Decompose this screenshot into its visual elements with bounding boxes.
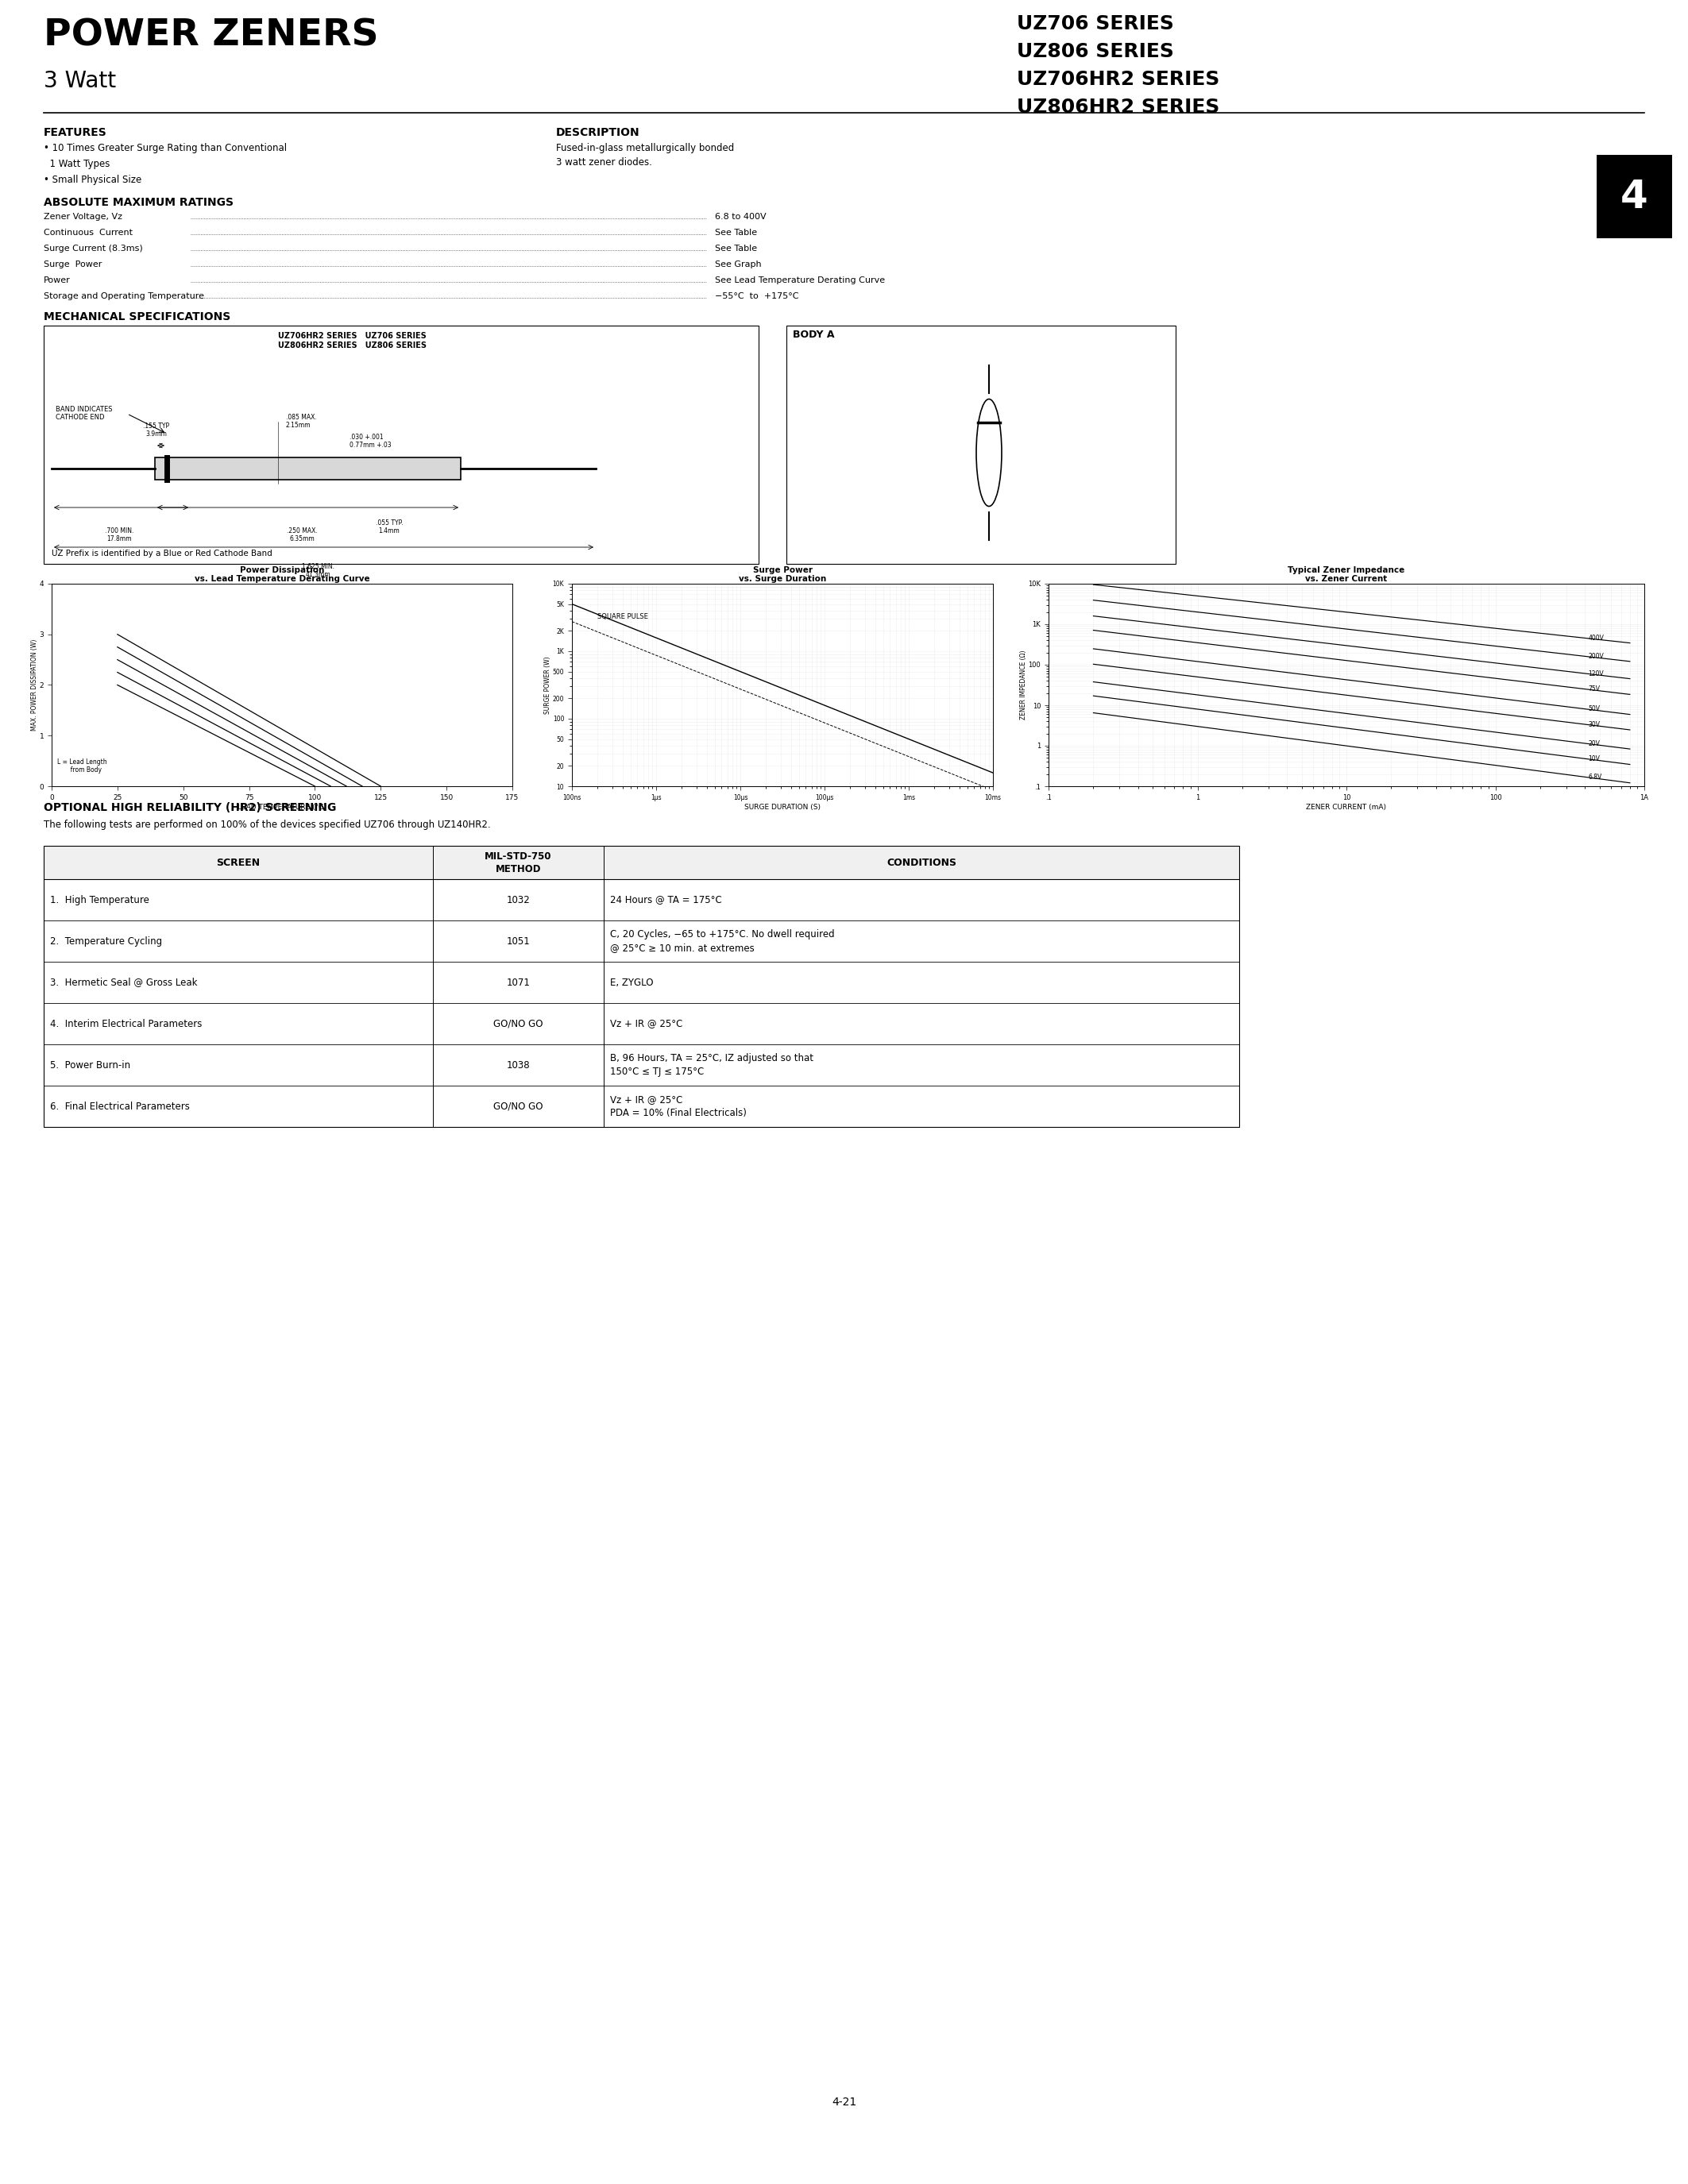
Bar — [1597, 155, 1673, 238]
X-axis label: LEAD TEMPERATURE (°C): LEAD TEMPERATURE (°C) — [238, 804, 326, 810]
Text: 30V: 30V — [1588, 721, 1600, 727]
Title: Typical Zener Impedance
vs. Zener Current: Typical Zener Impedance vs. Zener Curren… — [1288, 566, 1404, 583]
Text: 3.  Hermetic Seal @ Gross Leak: 3. Hermetic Seal @ Gross Leak — [51, 976, 197, 987]
Text: See Table: See Table — [716, 245, 758, 253]
Text: See Graph: See Graph — [716, 260, 761, 269]
Text: Zener Voltage, Vz: Zener Voltage, Vz — [44, 212, 122, 221]
Text: Fused-in-glass metallurgically bonded
3 watt zener diodes.: Fused-in-glass metallurgically bonded 3 … — [555, 142, 734, 168]
Text: OPTIONAL HIGH RELIABILITY (HR2) SCREENING: OPTIONAL HIGH RELIABILITY (HR2) SCREENIN… — [44, 802, 336, 812]
Bar — [44, 845, 1239, 880]
Text: L = Lead Length
       from Body: L = Lead Length from Body — [57, 758, 106, 773]
Text: 4.  Interim Electrical Parameters: 4. Interim Electrical Parameters — [51, 1018, 203, 1029]
Text: POWER ZENERS: POWER ZENERS — [44, 17, 378, 52]
X-axis label: ZENER CURRENT (mA): ZENER CURRENT (mA) — [1307, 804, 1386, 810]
Text: • 10 Times Greater Surge Rating than Conventional: • 10 Times Greater Surge Rating than Con… — [44, 142, 287, 153]
Text: .250 MAX.
6.35mm: .250 MAX. 6.35mm — [287, 526, 317, 544]
Text: 1.  High Temperature: 1. High Temperature — [51, 895, 149, 904]
Text: Continuous  Current: Continuous Current — [44, 229, 133, 236]
Bar — [787, 325, 1175, 563]
Bar — [44, 919, 1239, 961]
Text: E, ZYGLO: E, ZYGLO — [609, 976, 653, 987]
Text: SQUARE PULSE: SQUARE PULSE — [598, 614, 648, 620]
Text: 24 Hours @ TA = 175°C: 24 Hours @ TA = 175°C — [609, 895, 722, 904]
Ellipse shape — [976, 400, 1001, 507]
Text: ABSOLUTE MAXIMUM RATINGS: ABSOLUTE MAXIMUM RATINGS — [44, 197, 233, 207]
Text: 1038: 1038 — [506, 1059, 530, 1070]
Text: 4-21: 4-21 — [832, 2097, 856, 2108]
Text: 1 Watt Types: 1 Watt Types — [44, 159, 110, 168]
Text: Storage and Operating Temperature: Storage and Operating Temperature — [44, 293, 204, 299]
Text: CONDITIONS: CONDITIONS — [886, 858, 957, 867]
Text: 120V: 120V — [1588, 670, 1604, 677]
Text: See Table: See Table — [716, 229, 758, 236]
Text: 1051: 1051 — [506, 937, 530, 946]
Title: Surge Power
vs. Surge Duration: Surge Power vs. Surge Duration — [739, 566, 825, 583]
Text: 1071: 1071 — [506, 976, 530, 987]
Y-axis label: SURGE POWER (W): SURGE POWER (W) — [544, 655, 552, 714]
Bar — [44, 1002, 1239, 1044]
Text: 4: 4 — [1620, 177, 1647, 216]
Text: See Lead Temperature Derating Curve: See Lead Temperature Derating Curve — [716, 277, 885, 284]
Bar — [44, 325, 758, 563]
Text: BAND INDICATES
CATHODE END: BAND INDICATES CATHODE END — [56, 406, 113, 422]
Text: GO/NO GO: GO/NO GO — [493, 1018, 544, 1029]
Text: The following tests are performed on 100% of the devices specified UZ706 through: The following tests are performed on 100… — [44, 819, 491, 830]
Text: Surge  Power: Surge Power — [44, 260, 101, 269]
Text: 6.  Final Electrical Parameters: 6. Final Electrical Parameters — [51, 1101, 189, 1112]
Text: Vz + IR @ 25°C
PDA = 10% (Final Electricals): Vz + IR @ 25°C PDA = 10% (Final Electric… — [609, 1094, 746, 1118]
Text: 75V: 75V — [1588, 686, 1600, 692]
Text: • Small Physical Size: • Small Physical Size — [44, 175, 142, 186]
Text: 1.625 MIN.
41.3mm: 1.625 MIN. 41.3mm — [302, 563, 334, 579]
Text: .055 TYP.
1.4mm: .055 TYP. 1.4mm — [375, 520, 403, 535]
Text: −55°C  to  +175°C: −55°C to +175°C — [716, 293, 798, 299]
Title: Power Dissipation
vs. Lead Temperature Derating Curve: Power Dissipation vs. Lead Temperature D… — [194, 566, 370, 583]
Text: 400V: 400V — [1588, 636, 1604, 642]
Text: .700 MIN.
17.8mm: .700 MIN. 17.8mm — [105, 526, 133, 544]
Text: 5.  Power Burn-in: 5. Power Burn-in — [51, 1059, 130, 1070]
Text: Vz + IR @ 25°C: Vz + IR @ 25°C — [609, 1018, 682, 1029]
Bar — [155, 456, 461, 480]
Text: 50V: 50V — [1588, 705, 1600, 712]
Text: .030 +.001
0.77mm +.03: .030 +.001 0.77mm +.03 — [349, 435, 392, 450]
Text: UZ706HR2 SERIES: UZ706HR2 SERIES — [1016, 70, 1220, 90]
Text: UZ706 SERIES: UZ706 SERIES — [1016, 15, 1173, 33]
Text: UZ706HR2 SERIES   UZ706 SERIES
UZ806HR2 SERIES   UZ806 SERIES: UZ706HR2 SERIES UZ706 SERIES UZ806HR2 SE… — [279, 332, 427, 349]
Text: 200V: 200V — [1588, 653, 1604, 660]
Text: 3 Watt: 3 Watt — [44, 70, 116, 92]
Text: 10V: 10V — [1588, 756, 1600, 762]
Text: FEATURES: FEATURES — [44, 127, 106, 138]
Text: 6.8V: 6.8V — [1588, 773, 1602, 780]
Y-axis label: MAX. POWER DISSIPATION (W): MAX. POWER DISSIPATION (W) — [30, 640, 39, 732]
Text: 6.8 to 400V: 6.8 to 400V — [716, 212, 766, 221]
Text: UZ806HR2 SERIES: UZ806HR2 SERIES — [1016, 98, 1220, 116]
Text: DESCRIPTION: DESCRIPTION — [555, 127, 640, 138]
Text: BODY A: BODY A — [793, 330, 834, 341]
Text: Power: Power — [44, 277, 71, 284]
Bar — [44, 880, 1239, 919]
Y-axis label: ZENER IMPEDANCE (Ω): ZENER IMPEDANCE (Ω) — [1020, 651, 1026, 721]
Text: UZ Prefix is identified by a Blue or Red Cathode Band: UZ Prefix is identified by a Blue or Red… — [52, 550, 272, 557]
Text: SCREEN: SCREEN — [216, 858, 260, 867]
Text: 2.  Temperature Cycling: 2. Temperature Cycling — [51, 937, 162, 946]
Text: C, 20 Cycles, −65 to +175°C. No dwell required
@ 25°C ≥ 10 min. at extremes: C, 20 Cycles, −65 to +175°C. No dwell re… — [609, 928, 834, 952]
Text: 20V: 20V — [1588, 740, 1600, 747]
Text: MECHANICAL SPECIFICATIONS: MECHANICAL SPECIFICATIONS — [44, 312, 231, 323]
Text: B, 96 Hours, TA = 25°C, IZ adjusted so that
150°C ≤ TJ ≤ 175°C: B, 96 Hours, TA = 25°C, IZ adjusted so t… — [609, 1053, 814, 1077]
Text: UZ806 SERIES: UZ806 SERIES — [1016, 41, 1173, 61]
Text: .155 TYP
3.9mm: .155 TYP 3.9mm — [143, 422, 169, 437]
X-axis label: SURGE DURATION (S): SURGE DURATION (S) — [744, 804, 820, 810]
Bar — [44, 845, 1239, 1127]
Text: 1032: 1032 — [506, 895, 530, 904]
Text: .085 MAX.
2.15mm: .085 MAX. 2.15mm — [285, 413, 317, 430]
Bar — [44, 961, 1239, 1002]
Bar — [44, 1085, 1239, 1127]
Text: Surge Current (8.3ms): Surge Current (8.3ms) — [44, 245, 143, 253]
Bar — [44, 1044, 1239, 1085]
Text: GO/NO GO: GO/NO GO — [493, 1101, 544, 1112]
Text: MIL-STD-750
METHOD: MIL-STD-750 METHOD — [484, 852, 552, 874]
